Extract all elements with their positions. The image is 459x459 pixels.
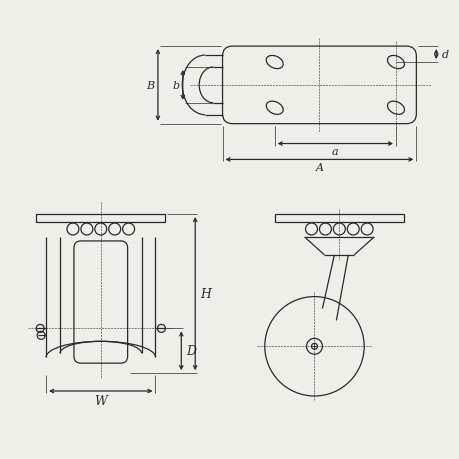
Text: B: B xyxy=(146,81,154,91)
Text: D: D xyxy=(186,345,196,358)
Text: A: A xyxy=(315,163,323,173)
Text: H: H xyxy=(199,287,210,301)
Text: b: b xyxy=(172,81,179,91)
Bar xyxy=(36,215,165,223)
Text: a: a xyxy=(331,147,338,157)
Bar xyxy=(274,215,403,223)
Text: W: W xyxy=(94,395,107,408)
Text: d: d xyxy=(441,50,448,60)
